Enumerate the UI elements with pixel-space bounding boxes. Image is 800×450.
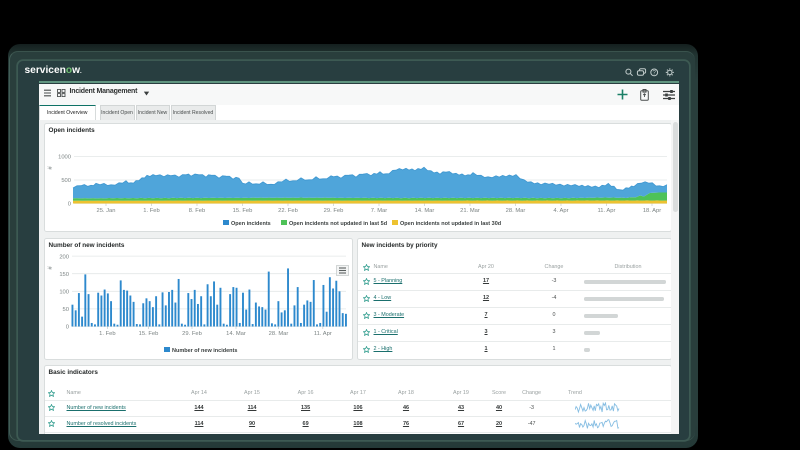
svg-text:#: #: [48, 266, 54, 270]
svg-text:29. Feb: 29. Feb: [182, 331, 202, 337]
svg-text:14. Mar: 14. Mar: [226, 331, 246, 337]
svg-text:150: 150: [59, 272, 69, 278]
svg-text:4. Apr: 4. Apr: [553, 208, 568, 214]
svg-text:50: 50: [63, 307, 69, 313]
svg-text:28. Mar: 28. Mar: [269, 331, 289, 337]
svg-text:11. Apr: 11. Apr: [598, 208, 616, 214]
svg-text:8. Feb: 8. Feb: [189, 208, 205, 214]
svg-text:22. Feb: 22. Feb: [278, 208, 298, 214]
svg-text:15. Feb: 15. Feb: [139, 331, 159, 337]
svg-text:100: 100: [59, 289, 69, 295]
svg-text:21. Mar: 21. Mar: [460, 208, 480, 214]
svg-text:?: ?: [652, 71, 656, 77]
svg-text:500: 500: [61, 178, 71, 184]
svg-text:25. Jan: 25. Jan: [96, 208, 115, 214]
svg-text:1. Feb: 1. Feb: [99, 331, 115, 337]
svg-text:7. Mar: 7. Mar: [371, 208, 387, 214]
svg-text:0: 0: [68, 202, 71, 208]
svg-text:1000: 1000: [58, 155, 71, 161]
svg-text:1. Feb: 1. Feb: [143, 208, 159, 214]
svg-text:29. Feb: 29. Feb: [324, 208, 344, 214]
svg-text:15. Feb: 15. Feb: [233, 208, 253, 214]
svg-text:14. Mar: 14. Mar: [415, 208, 435, 214]
svg-text:28. Mar: 28. Mar: [506, 208, 526, 214]
svg-text:18. Apr: 18. Apr: [643, 208, 661, 214]
svg-text:0: 0: [66, 325, 69, 331]
svg-text:#: #: [48, 166, 54, 170]
svg-text:200: 200: [59, 254, 69, 260]
svg-text:11. Apr: 11. Apr: [314, 331, 332, 337]
